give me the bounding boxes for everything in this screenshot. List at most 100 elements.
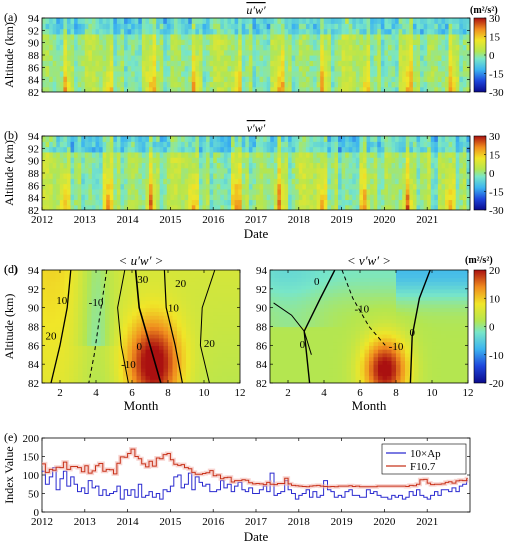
heatmap-cell <box>395 60 400 67</box>
heatmap-cell <box>270 349 276 354</box>
heatmap-cell <box>248 49 254 56</box>
heatmap-cell <box>359 151 364 158</box>
heatmap-cell <box>252 28 257 35</box>
heatmap-cell <box>309 178 314 185</box>
panel-title: < u′w′ > <box>119 253 164 268</box>
heatmap-cell <box>127 352 133 358</box>
heatmap-cell <box>341 81 346 88</box>
heatmap-cell <box>216 33 221 40</box>
heatmap-cell <box>283 371 289 377</box>
heatmap-cell <box>45 157 50 164</box>
heatmap-cell <box>355 76 361 83</box>
heatmap-cell <box>63 183 68 190</box>
heatmap-cell <box>274 315 280 320</box>
heatmap-cell <box>152 55 157 61</box>
heatmap-cell <box>145 318 151 324</box>
heatmap-cell <box>106 141 111 148</box>
heatmap-cell <box>96 315 102 320</box>
heatmap-cell <box>445 157 450 164</box>
heatmap-cell <box>42 371 48 377</box>
heatmap-cell <box>309 204 314 210</box>
heatmap-cell <box>256 136 261 142</box>
heatmap-cell <box>166 44 171 51</box>
heatmap-cell <box>88 167 93 174</box>
heatmap-cell <box>263 167 268 174</box>
heatmap-cell <box>405 199 410 206</box>
heatmap-cell <box>256 49 261 56</box>
heatmap-cell <box>327 65 332 72</box>
heatmap-cell <box>45 33 50 40</box>
heatmap-cell <box>82 352 88 358</box>
heatmap-cell <box>131 55 136 61</box>
heatmap-cell <box>445 136 450 142</box>
heatmap-cell <box>380 204 385 210</box>
heatmap-cell <box>384 141 389 148</box>
heatmap-cell <box>95 146 100 153</box>
heatmap-cell <box>452 151 457 158</box>
contour-label: -10 <box>121 359 136 371</box>
heatmap-cell <box>190 334 196 339</box>
heatmap-cell <box>198 204 204 210</box>
heatmap-cell <box>209 49 214 56</box>
heatmap-cell <box>124 199 129 206</box>
heatmap-cell <box>163 367 169 373</box>
heatmap-cell <box>123 318 129 324</box>
heatmap-cell <box>131 44 136 51</box>
heatmap-cell <box>213 86 218 92</box>
heatmap-cell <box>274 371 280 377</box>
heatmap-cell <box>213 281 219 286</box>
heatmap-cell <box>141 345 147 350</box>
heatmap-cell <box>223 39 229 46</box>
heatmap-cell <box>177 76 182 83</box>
colorbar-tick-label: 15 <box>489 32 501 44</box>
heatmap-cell <box>59 18 64 24</box>
heatmap-cell <box>105 292 111 297</box>
heatmap-cell <box>462 173 468 179</box>
heatmap-cell <box>273 183 278 190</box>
heatmap-cell <box>202 60 207 67</box>
heatmap-cell <box>405 173 410 179</box>
heatmap-cell <box>248 167 254 174</box>
heatmap-cell <box>334 44 339 51</box>
heatmap-cell <box>355 162 361 169</box>
heatmap-cell <box>252 76 257 83</box>
heatmap-cell <box>51 345 57 350</box>
heatmap-cell <box>366 39 371 46</box>
heatmap-cell <box>391 39 396 46</box>
heatmap-cell <box>252 194 257 201</box>
heatmap-cell <box>459 173 464 179</box>
heatmap-cell <box>173 39 179 46</box>
heatmap-cell <box>131 76 136 83</box>
heatmap-cell <box>359 178 364 185</box>
heatmap-cell <box>168 341 174 346</box>
heatmap-cell <box>420 81 425 88</box>
heatmap-cell <box>138 28 143 35</box>
heatmap-cell <box>274 270 280 275</box>
heatmap-cell <box>420 146 425 153</box>
heatmap-cell <box>198 141 204 148</box>
heatmap-cell <box>231 311 237 316</box>
heatmap-cell <box>202 178 207 185</box>
heatmap-cell <box>448 199 453 206</box>
heatmap-cell <box>209 146 214 153</box>
heatmap-cell <box>99 194 104 201</box>
heatmap-cell <box>145 270 151 275</box>
heatmap-cell <box>309 23 314 30</box>
heatmap-cell <box>199 281 205 286</box>
heatmap-cell <box>63 60 68 67</box>
heatmap-cell <box>223 70 229 77</box>
heatmap-cell <box>177 300 183 305</box>
heatmap-cell <box>202 55 207 61</box>
heatmap-cell <box>87 345 93 350</box>
heatmap-cell <box>109 318 115 324</box>
heatmap-cell <box>366 136 371 142</box>
heatmap-cell <box>220 204 225 210</box>
heatmap-cell <box>116 188 122 195</box>
heatmap-cell <box>100 341 106 346</box>
heatmap-cell <box>124 86 129 92</box>
heatmap-cell <box>409 55 414 61</box>
heatmap-cell <box>82 303 88 309</box>
heatmap-cell <box>316 167 321 174</box>
heatmap-cell <box>395 18 400 24</box>
heatmap-cell <box>198 167 204 174</box>
